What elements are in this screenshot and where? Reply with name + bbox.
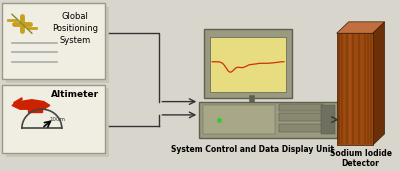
FancyBboxPatch shape	[279, 124, 323, 132]
FancyBboxPatch shape	[337, 33, 372, 145]
Text: 100m: 100m	[50, 117, 66, 122]
FancyBboxPatch shape	[234, 102, 270, 106]
Polygon shape	[337, 22, 384, 33]
Polygon shape	[372, 22, 384, 145]
Polygon shape	[6, 7, 108, 83]
Text: System Control and Data Display Unit: System Control and Data Display Unit	[170, 145, 334, 154]
FancyBboxPatch shape	[203, 105, 275, 134]
FancyBboxPatch shape	[321, 105, 335, 134]
FancyBboxPatch shape	[279, 103, 323, 111]
FancyBboxPatch shape	[204, 29, 292, 98]
Text: Global
Positioning
System: Global Positioning System	[52, 12, 98, 45]
FancyBboxPatch shape	[279, 113, 323, 121]
Polygon shape	[14, 98, 22, 104]
FancyBboxPatch shape	[199, 102, 339, 138]
Polygon shape	[28, 109, 42, 112]
FancyBboxPatch shape	[210, 37, 286, 92]
Text: Altimeter: Altimeter	[51, 90, 99, 99]
Text: Sodium Iodide
Detector: Sodium Iodide Detector	[330, 149, 392, 168]
FancyBboxPatch shape	[2, 84, 104, 153]
FancyBboxPatch shape	[2, 3, 104, 79]
Polygon shape	[12, 100, 50, 111]
Polygon shape	[6, 88, 108, 157]
